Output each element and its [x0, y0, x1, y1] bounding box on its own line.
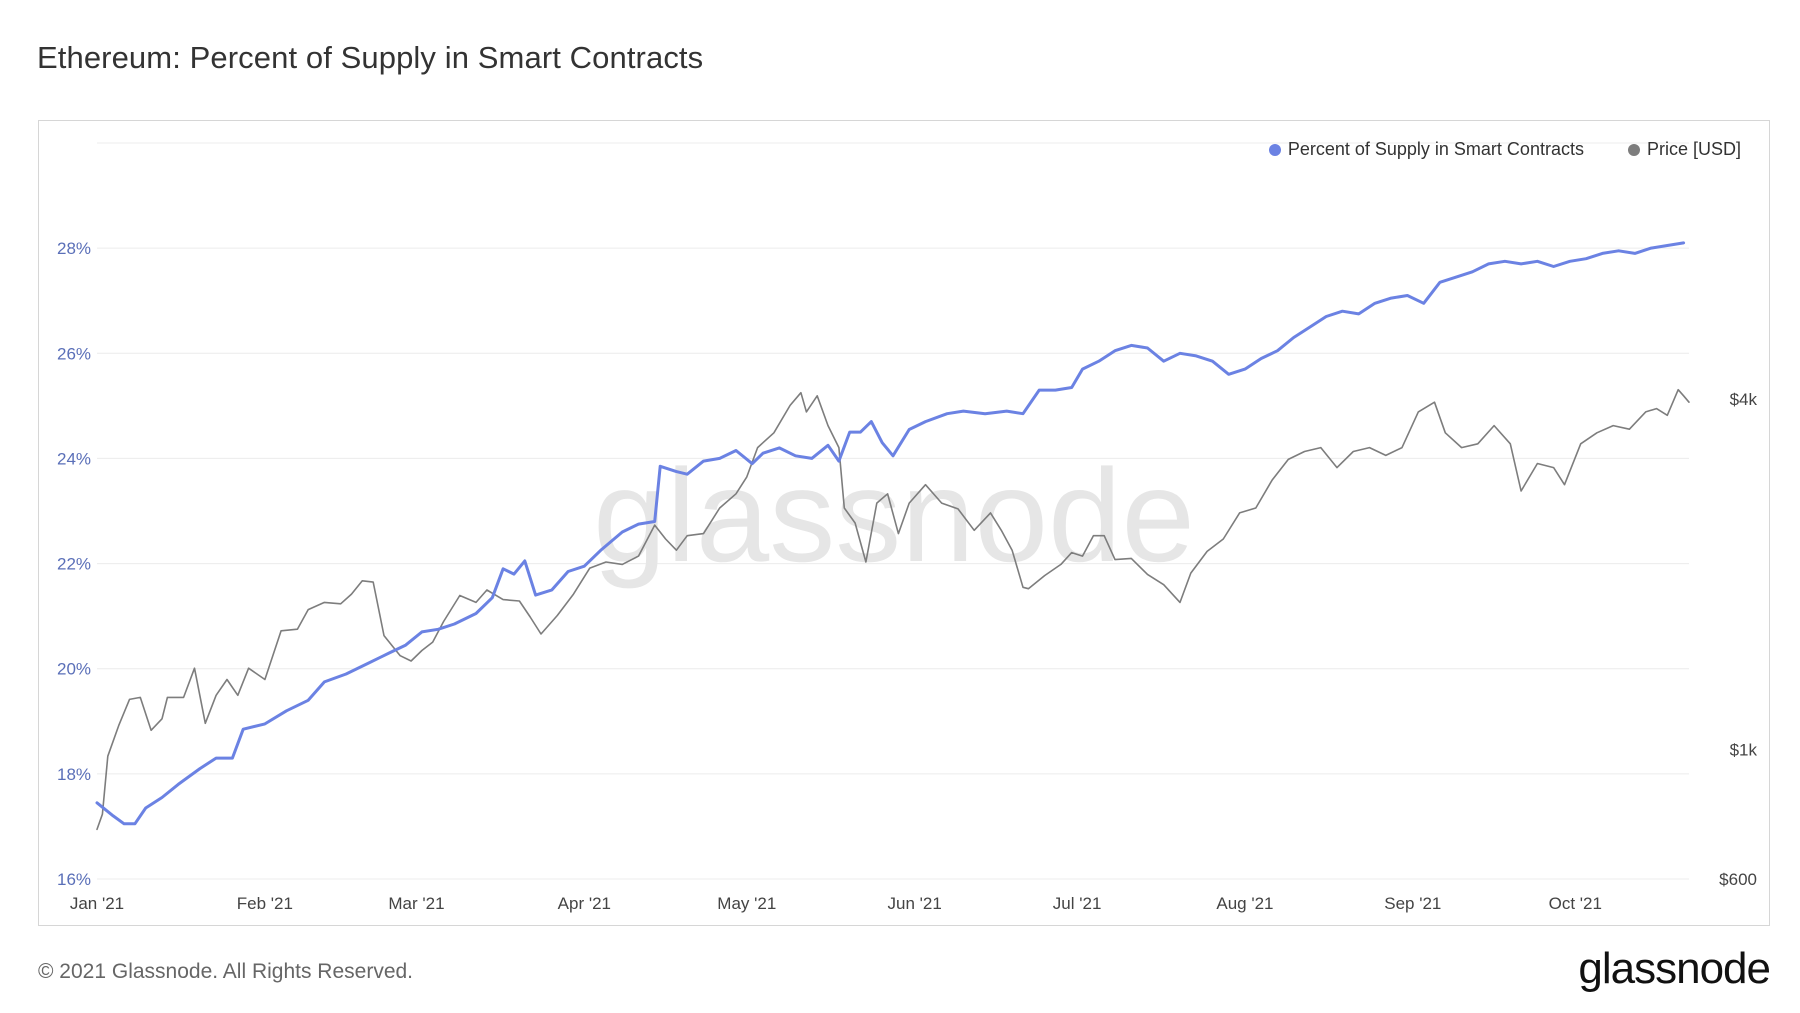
series-line-supply: [95, 241, 1686, 826]
x-tick-label: Sep '21: [1384, 894, 1441, 913]
chart-title: Ethereum: Percent of Supply in Smart Con…: [37, 40, 704, 75]
legend-label-supply: Percent of Supply in Smart Contracts: [1287, 139, 1584, 159]
y-axis-left: 16% 18% 20% 22% 24% 26% 28%: [57, 239, 91, 889]
grid-lines: [97, 142, 1689, 880]
chart-canvas: glassnode 16%18%20%22%24%26%28% $600$1k$…: [57, 142, 1757, 913]
series-line-price: [96, 388, 1690, 831]
y-left-tick-label: 24%: [57, 449, 91, 468]
brand-logo[interactable]: glassnode: [1578, 944, 1771, 993]
y-right-tick-label: $600: [1719, 870, 1757, 889]
x-tick-label: Jul '21: [1053, 894, 1102, 913]
y-left-tick-label: 26%: [57, 344, 91, 363]
y-left-tick-label: 18%: [57, 765, 91, 784]
x-tick-label: Aug '21: [1216, 894, 1273, 913]
x-tick-label: Apr '21: [558, 894, 611, 913]
y-right-tick-label: $4k: [1730, 390, 1758, 409]
y-left-tick-label: 28%: [57, 239, 91, 258]
y-left-tick-label: 20%: [57, 660, 91, 679]
chart-legend: Percent of Supply in Smart Contracts Pri…: [1268, 139, 1741, 160]
x-tick-label: Jun '21: [888, 894, 942, 913]
legend-item-price[interactable]: Price [USD]: [1627, 139, 1741, 160]
x-tick-label: Oct '21: [1549, 894, 1602, 913]
x-tick-label: May '21: [717, 894, 776, 913]
legend-label-price: Price [USD]: [1646, 139, 1741, 159]
y-left-tick-label: 22%: [57, 555, 91, 574]
legend-dot-price: [1627, 143, 1640, 156]
x-axis: Jan '21 Feb '21 Mar '21 Apr '21 May '21 Jun '…: [70, 894, 1602, 913]
x-tick-label: Jan '21: [70, 894, 124, 913]
copyright-text: © 2021 Glassnode. All Rights Reserved.: [38, 960, 414, 983]
legend-item-supply[interactable]: Percent of Supply in Smart Contracts: [1268, 139, 1584, 160]
y-right-tick-label: $1k: [1730, 741, 1758, 760]
legend-dot-supply: [1268, 143, 1281, 156]
x-tick-label: Mar '21: [388, 894, 444, 913]
x-tick-label: Feb '21: [237, 894, 293, 913]
chart-panel: glassnode 16% 18% 20% 22% 24% 26% 28% $600 $1k $…: [38, 120, 1770, 926]
y-axis-right: $600 $1k $4k: [1719, 390, 1757, 889]
y-left-tick-label: 16%: [57, 870, 91, 889]
series-lines: [95, 241, 1690, 831]
